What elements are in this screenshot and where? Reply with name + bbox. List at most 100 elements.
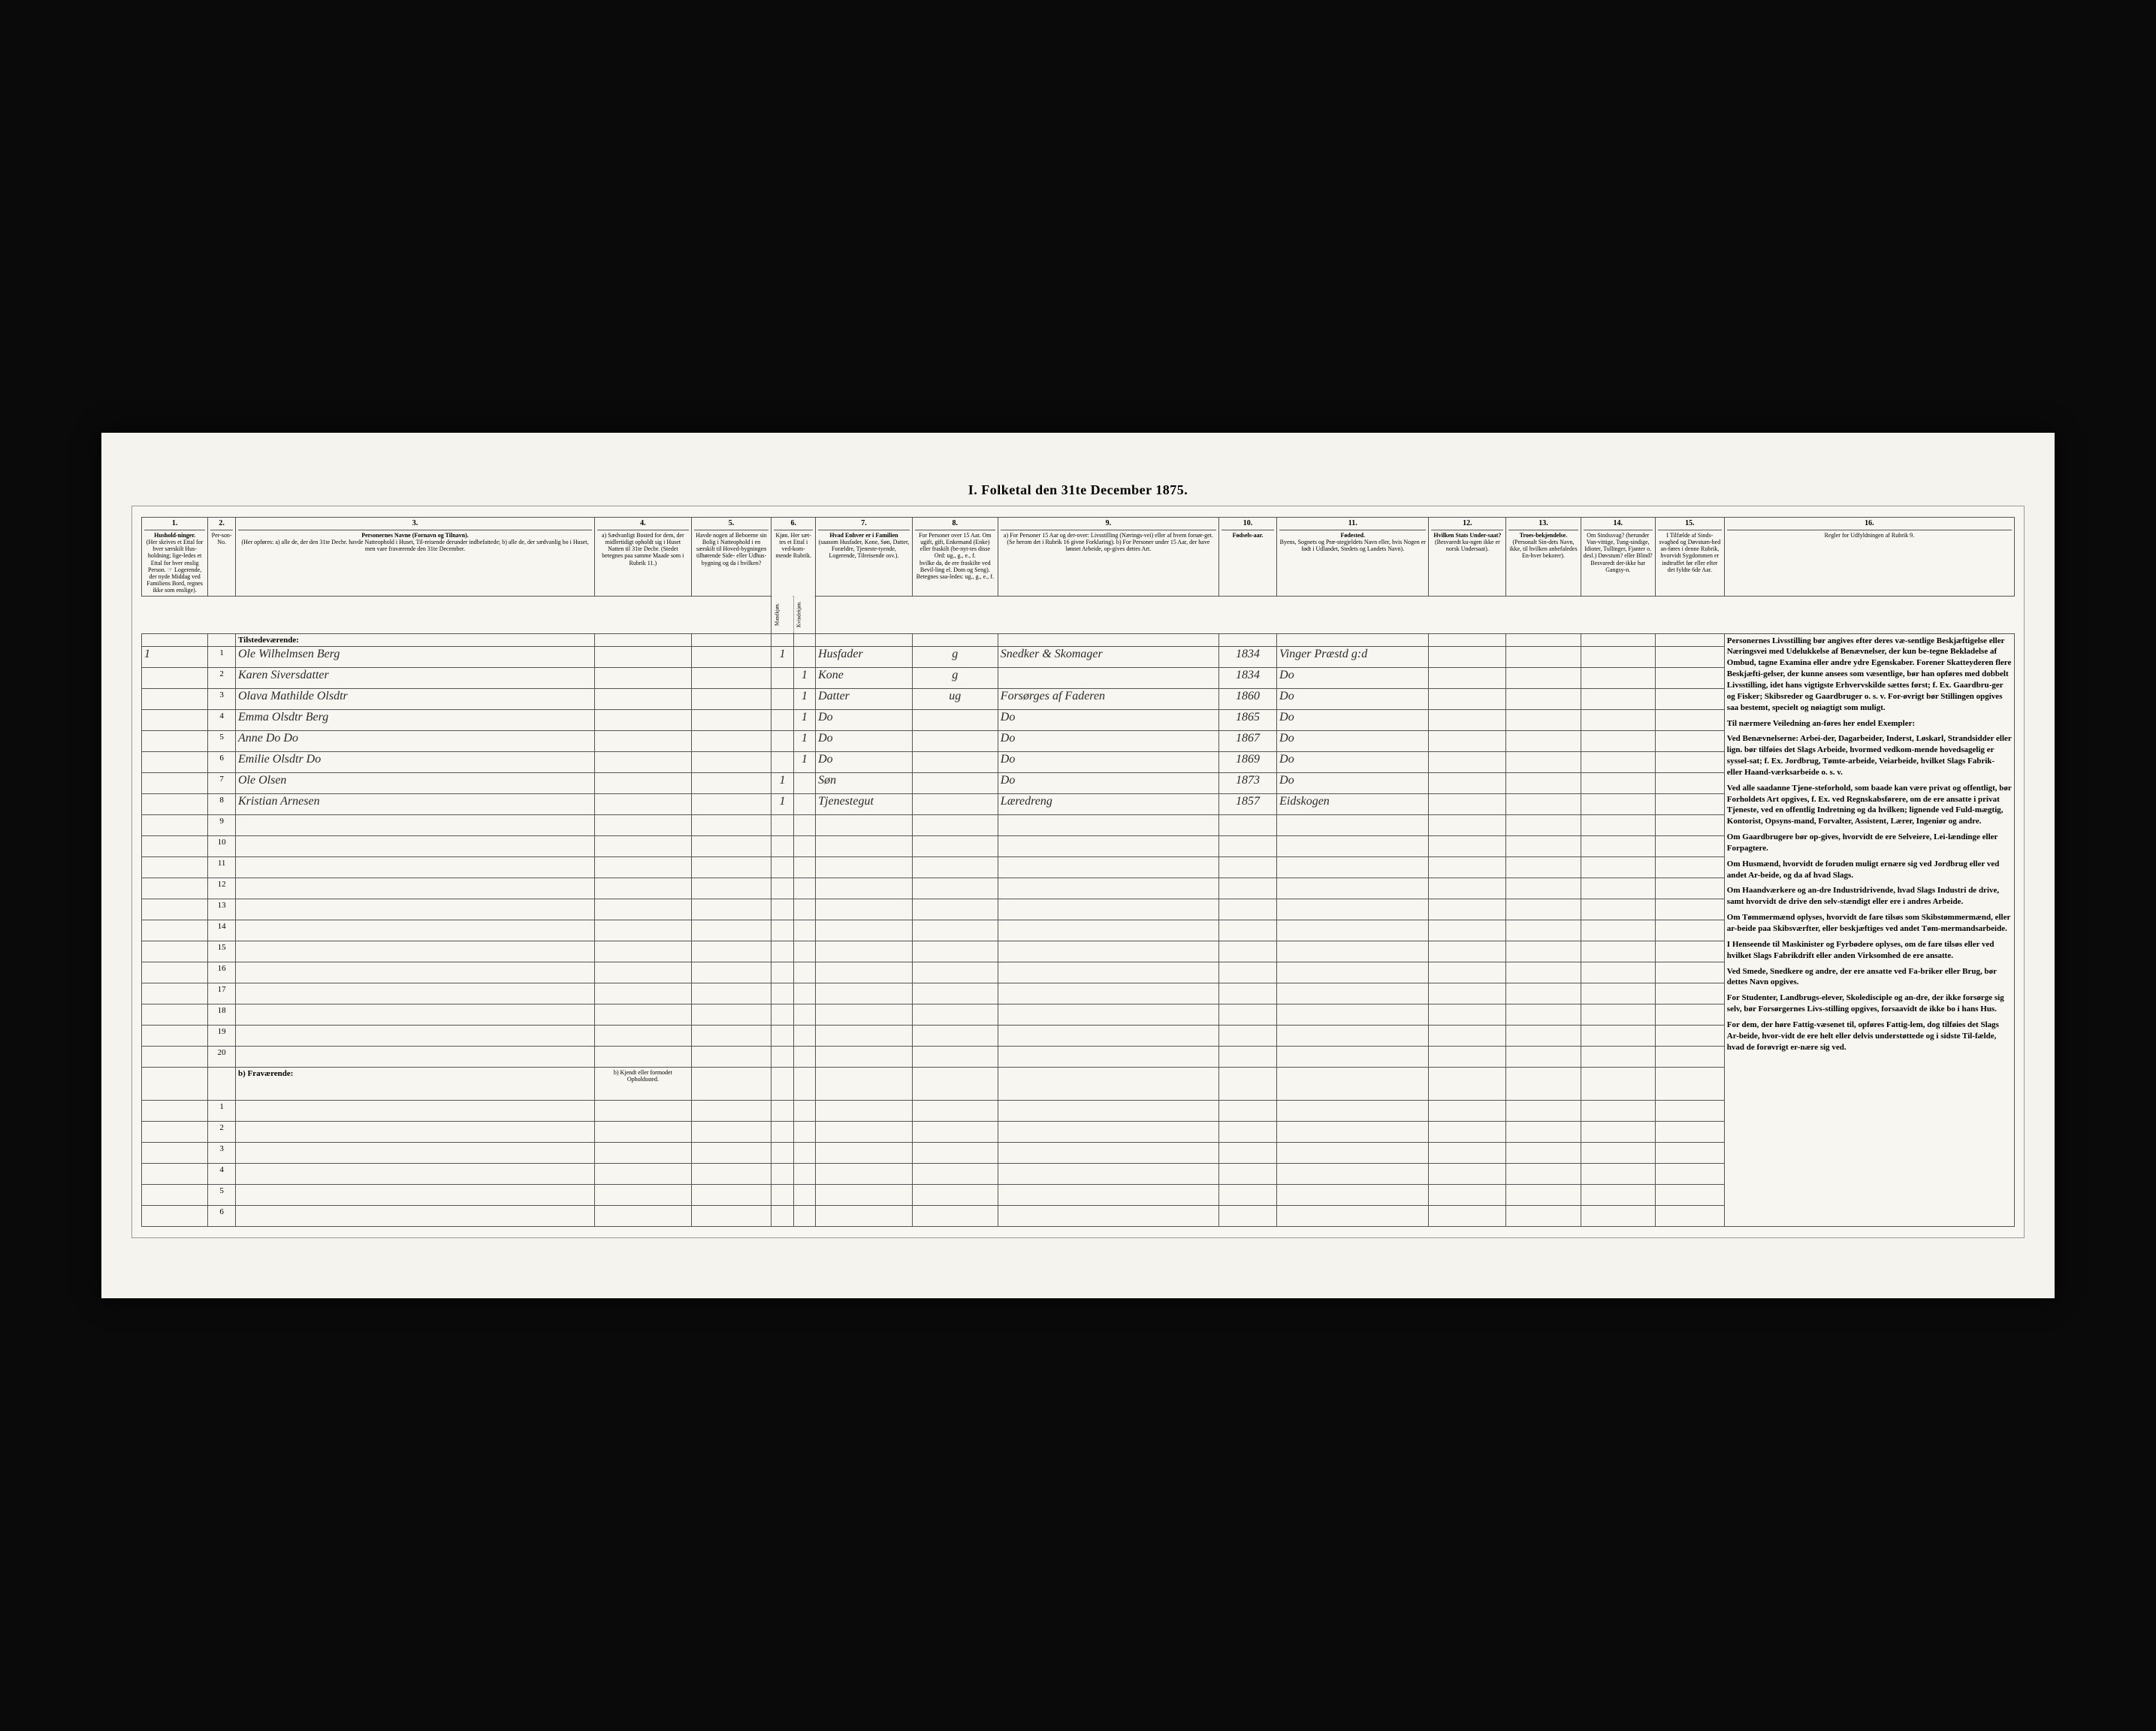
cell-name: Emma Olsdtr Berg bbox=[236, 709, 595, 730]
cell-name: Emilie Olsdtr Do bbox=[236, 751, 595, 772]
col-7-num: 7.Hvad Enhver er i Familien(saasom Husfa… bbox=[816, 518, 913, 596]
cell-civ bbox=[912, 709, 998, 730]
cell-civ bbox=[912, 772, 998, 793]
cell-place: Do bbox=[1277, 730, 1429, 751]
cell-hh bbox=[142, 667, 208, 688]
cell-rownum: 7 bbox=[208, 772, 236, 793]
cell-c13 bbox=[1506, 772, 1581, 793]
cell-c13 bbox=[1506, 709, 1581, 730]
cell-rownum: 6 bbox=[208, 1205, 236, 1226]
cell-hh bbox=[142, 709, 208, 730]
cell-occ: Do bbox=[998, 751, 1218, 772]
cell-year: 1834 bbox=[1218, 646, 1276, 667]
cell-year: 1869 bbox=[1218, 751, 1276, 772]
cell-c15 bbox=[1655, 667, 1724, 688]
cell-name: Kristian Arnesen bbox=[236, 793, 595, 814]
cell-c4 bbox=[595, 730, 692, 751]
section-present: Tilstedeværende: Personernes Livsstillin… bbox=[142, 633, 2015, 646]
cell-c14 bbox=[1581, 730, 1655, 751]
cell-rownum: 20 bbox=[208, 1046, 236, 1067]
cell-c15 bbox=[1655, 751, 1724, 772]
cell-hh bbox=[142, 730, 208, 751]
cell-rownum: 18 bbox=[208, 1004, 236, 1025]
cell-occ: Do bbox=[998, 772, 1218, 793]
cell-rownum: 13 bbox=[208, 899, 236, 920]
cell-fam: Datter bbox=[816, 688, 913, 709]
cell-c15 bbox=[1655, 688, 1724, 709]
cell-civ: g bbox=[912, 646, 998, 667]
cell-rownum: 4 bbox=[208, 1163, 236, 1184]
cell-c5 bbox=[691, 751, 772, 772]
cell-c4 bbox=[595, 667, 692, 688]
col-2-num: 2.Per-son-No. bbox=[208, 518, 236, 596]
cell-fam: Do bbox=[816, 730, 913, 751]
col-11-num: 11.Fødested.Byens, Sognets og Præ-stegje… bbox=[1277, 518, 1429, 596]
cell-civ: ug bbox=[912, 688, 998, 709]
cell-hh: 1 bbox=[142, 646, 208, 667]
cell-hh bbox=[142, 751, 208, 772]
cell-rownum: 10 bbox=[208, 835, 236, 856]
cell-mk bbox=[772, 688, 793, 709]
scan-frame: I. Folketal den 31te December 1875. 1.Hu… bbox=[101, 433, 2055, 1297]
cell-mk: 1 bbox=[772, 646, 793, 667]
census-table: 1.Hushold-ninger.(Her skrives et Ettal f… bbox=[141, 517, 2015, 1226]
cell-c5 bbox=[691, 793, 772, 814]
cell-name: Olava Mathilde Olsdtr bbox=[236, 688, 595, 709]
cell-c5 bbox=[691, 667, 772, 688]
cell-c4 bbox=[595, 772, 692, 793]
cell-c12 bbox=[1429, 730, 1506, 751]
cell-name: Ole Olsen bbox=[236, 772, 595, 793]
cell-hh bbox=[142, 793, 208, 814]
cell-c5 bbox=[691, 709, 772, 730]
cell-mk: 1 bbox=[772, 793, 793, 814]
cell-c14 bbox=[1581, 667, 1655, 688]
cell-c12 bbox=[1429, 772, 1506, 793]
cell-fam: Søn bbox=[816, 772, 913, 793]
cell-c5 bbox=[691, 730, 772, 751]
cell-hh bbox=[142, 688, 208, 709]
cell-kk: 1 bbox=[793, 751, 815, 772]
cell-c13 bbox=[1506, 793, 1581, 814]
cell-fam: Husfader bbox=[816, 646, 913, 667]
cell-c15 bbox=[1655, 646, 1724, 667]
cell-kk bbox=[793, 772, 815, 793]
cell-c14 bbox=[1581, 793, 1655, 814]
cell-rownum: 12 bbox=[208, 878, 236, 899]
cell-name: Anne Do Do bbox=[236, 730, 595, 751]
cell-kk: 1 bbox=[793, 688, 815, 709]
col-16-num: 16.Regler for Udfyldningen af Rubrik 9. bbox=[1724, 518, 2014, 596]
cell-c13 bbox=[1506, 667, 1581, 688]
cell-place: Do bbox=[1277, 709, 1429, 730]
cell-rownum: 2 bbox=[208, 1121, 236, 1142]
cell-c13 bbox=[1506, 730, 1581, 751]
absent-col4: b) Kjendt eller formodet Opholdssted. bbox=[595, 1067, 692, 1100]
cell-rownum: 5 bbox=[208, 730, 236, 751]
cell-fam: Kone bbox=[816, 667, 913, 688]
cell-hh bbox=[142, 772, 208, 793]
col-4-num: 4.a) Sædvanligt Bosted for dem, der midl… bbox=[595, 518, 692, 596]
cell-c12 bbox=[1429, 688, 1506, 709]
cell-mk: 1 bbox=[772, 772, 793, 793]
col-6a: Mandkjøn. bbox=[772, 596, 793, 633]
cell-name: Ole Wilhelmsen Berg bbox=[236, 646, 595, 667]
cell-c14 bbox=[1581, 709, 1655, 730]
cell-place: Vinger Præstd g:d bbox=[1277, 646, 1429, 667]
cell-c15 bbox=[1655, 772, 1724, 793]
cell-c12 bbox=[1429, 667, 1506, 688]
cell-mk bbox=[772, 667, 793, 688]
col-12-num: 12.Hvilken Stats Under-saat?(Besvaredt k… bbox=[1429, 518, 1506, 596]
cell-c13 bbox=[1506, 751, 1581, 772]
col-5-num: 5.Havde nogen af Beboerne sin Bolig i Na… bbox=[691, 518, 772, 596]
instructions-cell: Personernes Livsstilling bør angives eft… bbox=[1724, 633, 2014, 1226]
header-row-sub6: Mandkjøn. Kvindekjøn. bbox=[142, 596, 2015, 633]
cell-place: Do bbox=[1277, 772, 1429, 793]
col-8-num: 8.For Personer over 15 Aar. Om ugift, gi… bbox=[912, 518, 998, 596]
cell-occ: Do bbox=[998, 730, 1218, 751]
cell-occ: Forsørges af Faderen bbox=[998, 688, 1218, 709]
cell-c4 bbox=[595, 751, 692, 772]
absent-label: b) Fraværende: bbox=[236, 1067, 595, 1100]
cell-fam: Do bbox=[816, 709, 913, 730]
cell-kk bbox=[793, 646, 815, 667]
col-6b: Kvindekjøn. bbox=[793, 596, 815, 633]
cell-rownum: 5 bbox=[208, 1184, 236, 1205]
